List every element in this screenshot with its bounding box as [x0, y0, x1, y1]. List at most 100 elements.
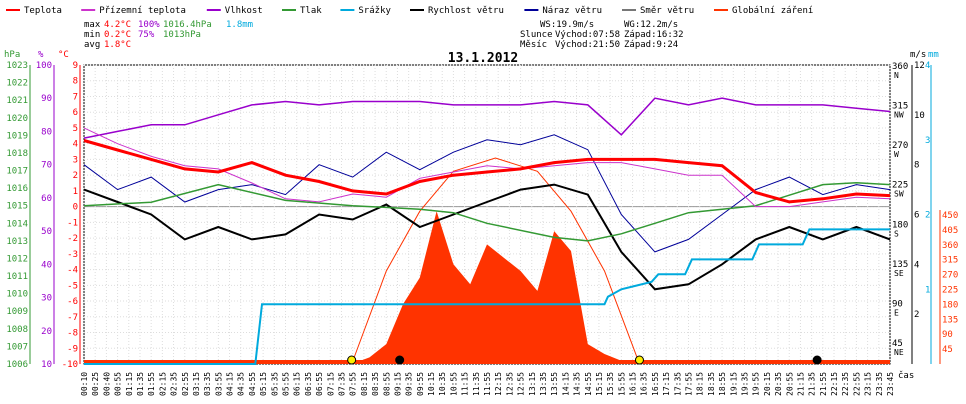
ms-tick-3: 6 — [914, 211, 919, 221]
dir-deg-5: 135 — [892, 260, 908, 270]
dir-deg-4: 180 — [892, 220, 908, 230]
dir-name-5: SE — [894, 269, 904, 278]
series-vitr — [83, 183, 891, 291]
pct-tick-6: 40 — [41, 260, 52, 270]
legend-label-8: Globální záření — [732, 6, 813, 16]
pct-tick-3: 70 — [41, 161, 52, 171]
hpa-tick-16: 1007 — [6, 342, 28, 352]
x-tick-7: 02:15 — [158, 372, 167, 396]
moon-label: Měsíc — [520, 40, 547, 50]
wind-wg: WG:12.2m/s — [624, 20, 678, 30]
x-tick-68: 22:35 — [841, 372, 850, 396]
mm-tick-2: 2 — [925, 211, 930, 221]
temp-tick-6: 3 — [73, 155, 78, 165]
moon-marker-1 — [812, 355, 822, 365]
hpa-tick-1: 1022 — [6, 79, 28, 89]
temp-tick-4: 5 — [73, 124, 78, 134]
mm-tick-0: 4 — [925, 61, 930, 71]
stat-min-hum: 75% — [138, 30, 155, 40]
hpa-tick-11: 1012 — [6, 254, 28, 264]
hpa-tick-14: 1009 — [6, 307, 28, 317]
pct-tick-2: 80 — [41, 127, 52, 137]
hpa-tick-17: 1006 — [6, 360, 28, 370]
x-tick-6: 01:55 — [147, 372, 156, 396]
unit-hpa: hPa — [4, 50, 20, 60]
stat-max-hum: 100% — [138, 20, 160, 30]
x-tick-66: 21:55 — [819, 372, 828, 396]
x-tick-38: 12:35 — [505, 372, 514, 396]
unit-temp: °C — [58, 50, 69, 60]
x-tick-58: 19:15 — [729, 372, 738, 396]
stat-min-temp: 0.2°C — [104, 30, 131, 40]
stat-avg-temp: 1.8°C — [104, 40, 131, 50]
x-tick-26: 08:35 — [371, 372, 380, 396]
sun-set: Západ:16:32 — [624, 30, 684, 40]
temp-tick-10: -1 — [67, 218, 78, 228]
unit-pct: % — [38, 50, 44, 60]
dir-name-7: NE — [894, 348, 904, 357]
pct-tick-7: 30 — [41, 294, 52, 304]
ms-tick-2: 8 — [914, 161, 919, 171]
x-tick-14: 04:35 — [237, 372, 246, 396]
dir-name-2: W — [894, 150, 899, 159]
dir-deg-3: 225 — [892, 181, 908, 191]
moon-marker-0 — [395, 355, 405, 365]
series-tlak — [83, 182, 891, 242]
ms-tick-5: 2 — [914, 310, 919, 320]
x-tick-19: 06:15 — [293, 372, 302, 396]
x-tick-41: 13:35 — [539, 372, 548, 396]
ms-tick-4: 4 — [914, 260, 919, 270]
legend-label-6: Náraz větru — [542, 6, 602, 16]
pct-tick-0: 100 — [36, 61, 52, 71]
x-tick-16: 05:15 — [259, 372, 268, 396]
hpa-tick-3: 1020 — [6, 114, 28, 124]
x-tick-10: 03:15 — [192, 372, 201, 396]
unit-ms: m/s — [910, 50, 926, 60]
chart-title: 13.1.2012 — [448, 51, 518, 66]
rad-tick-5: 225 — [942, 286, 958, 296]
astro-block: WS:19.9m/s WG:12.2m/s Slunce Východ:07:5… — [520, 20, 684, 50]
series-vlhkost — [83, 97, 891, 139]
rad-tick-8: 90 — [942, 330, 953, 340]
pct-tick-5: 50 — [41, 227, 52, 237]
temp-tick-8: 1 — [73, 187, 78, 197]
x-tick-51: 16:55 — [651, 372, 660, 396]
x-tick-32: 10:35 — [438, 372, 447, 396]
x-tick-15: 04:55 — [248, 372, 257, 396]
stat-avg-label: avg — [84, 40, 100, 50]
x-tick-27: 08:55 — [382, 372, 391, 396]
x-tick-29: 09:35 — [405, 372, 414, 396]
temp-tick-2: 7 — [73, 92, 78, 102]
x-tick-67: 22:15 — [830, 372, 839, 396]
hpa-tick-5: 1018 — [6, 149, 28, 159]
sun-rise: Východ:07:58 — [555, 30, 620, 40]
x-tick-52: 17:15 — [662, 372, 671, 396]
temp-tick-13: -4 — [67, 266, 78, 276]
x-tick-9: 02:55 — [181, 372, 190, 396]
temp-tick-12: -3 — [67, 250, 78, 260]
x-tick-69: 22:55 — [852, 372, 861, 396]
stat-max-temp: 4.2°C — [104, 20, 131, 30]
x-tick-25: 08:15 — [360, 372, 369, 396]
rad-tick-0: 450 — [942, 211, 958, 221]
hpa-tick-9: 1014 — [6, 219, 28, 229]
series-zareni-teor — [351, 157, 640, 365]
x-tick-8: 02:35 — [170, 372, 179, 396]
x-tick-28: 09:15 — [393, 372, 402, 396]
rad-tick-1: 405 — [942, 226, 958, 236]
hpa-tick-12: 1011 — [6, 272, 28, 282]
x-tick-62: 20:35 — [774, 372, 783, 396]
pct-tick-1: 90 — [41, 94, 52, 104]
x-tick-2: 00:40 — [102, 372, 111, 396]
x-tick-63: 20:55 — [785, 372, 794, 396]
x-tick-37: 12:15 — [494, 372, 503, 396]
hpa-tick-15: 1008 — [6, 325, 28, 335]
dir-deg-2: 270 — [892, 141, 908, 151]
x-tick-49: 16:15 — [629, 372, 638, 396]
x-tick-34: 11:15 — [461, 372, 470, 396]
hpa-tick-10: 1013 — [6, 237, 28, 247]
x-tick-36: 11:55 — [483, 372, 492, 396]
x-tick-23: 07:35 — [337, 372, 346, 396]
temp-tick-3: 6 — [73, 108, 78, 118]
sun-marker-0 — [347, 355, 357, 365]
